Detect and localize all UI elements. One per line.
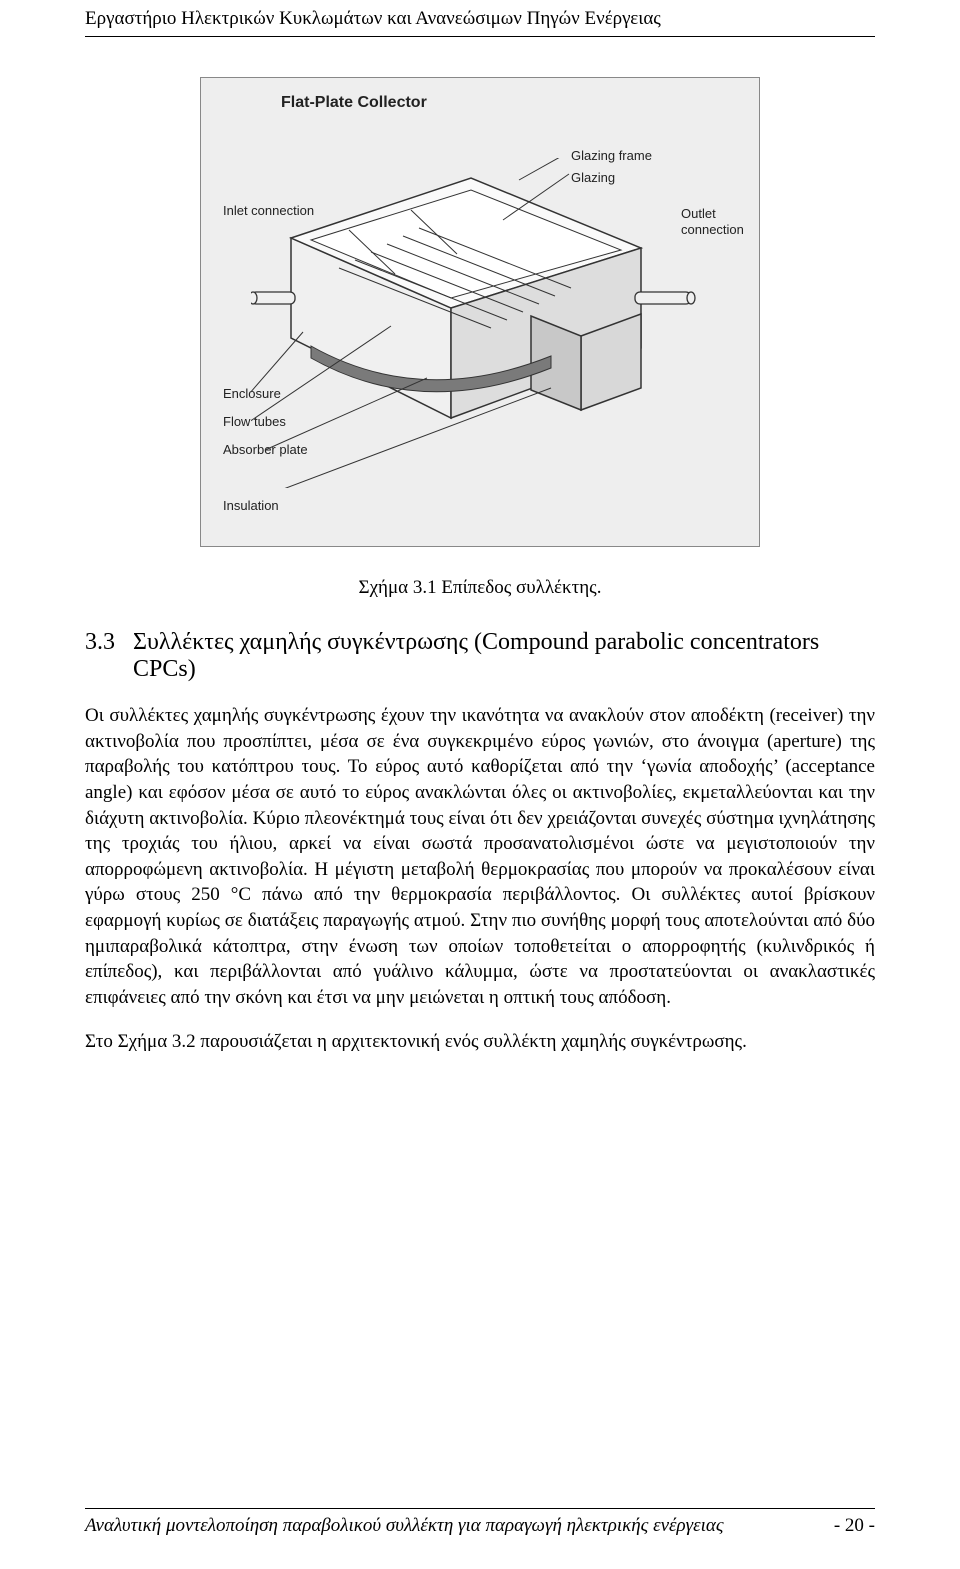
footer-page-number: - 20 - [834,1515,875,1537]
label-insulation: Insulation [223,498,279,514]
body-paragraph-2: Στο Σχήμα 3.2 παρουσιάζεται η αρχιτεκτον… [85,1029,875,1055]
header-text: Εργαστήριο Ηλεκτρικών Κυκλωμάτων και Ανα… [85,8,661,29]
figure-title: Flat-Plate Collector [281,94,427,112]
document-page: Εργαστήριο Ηλεκτρικών Κυκλωμάτων και Ανα… [0,0,960,1569]
footer-text: Αναλυτική μοντελοποίηση παραβολικού συλλ… [85,1515,724,1537]
collector-diagram [251,158,711,488]
section-number: 3.3 [85,629,133,683]
figure-container: Flat-Plate Collector Inlet connection Gl… [85,77,875,547]
page-header: Εργαστήριο Ηλεκτρικών Κυκλωμάτων και Ανα… [85,0,875,37]
page-footer: Αναλυτική μοντελοποίηση παραβολικού συλλ… [85,1508,875,1537]
section-title: Συλλέκτες χαμηλής συγκέντρωσης (Compound… [133,629,875,683]
figure-caption: Σχήμα 3.1 Επίπεδος συλλέκτης. [85,577,875,599]
body-paragraph-1: Οι συλλέκτες χαμηλής συγκέντρωσης έχουν … [85,703,875,1011]
section-heading: 3.3 Συλλέκτες χαμηλής συγκέντρωσης (Comp… [85,629,875,683]
flat-plate-collector-figure: Flat-Plate Collector Inlet connection Gl… [200,77,760,547]
